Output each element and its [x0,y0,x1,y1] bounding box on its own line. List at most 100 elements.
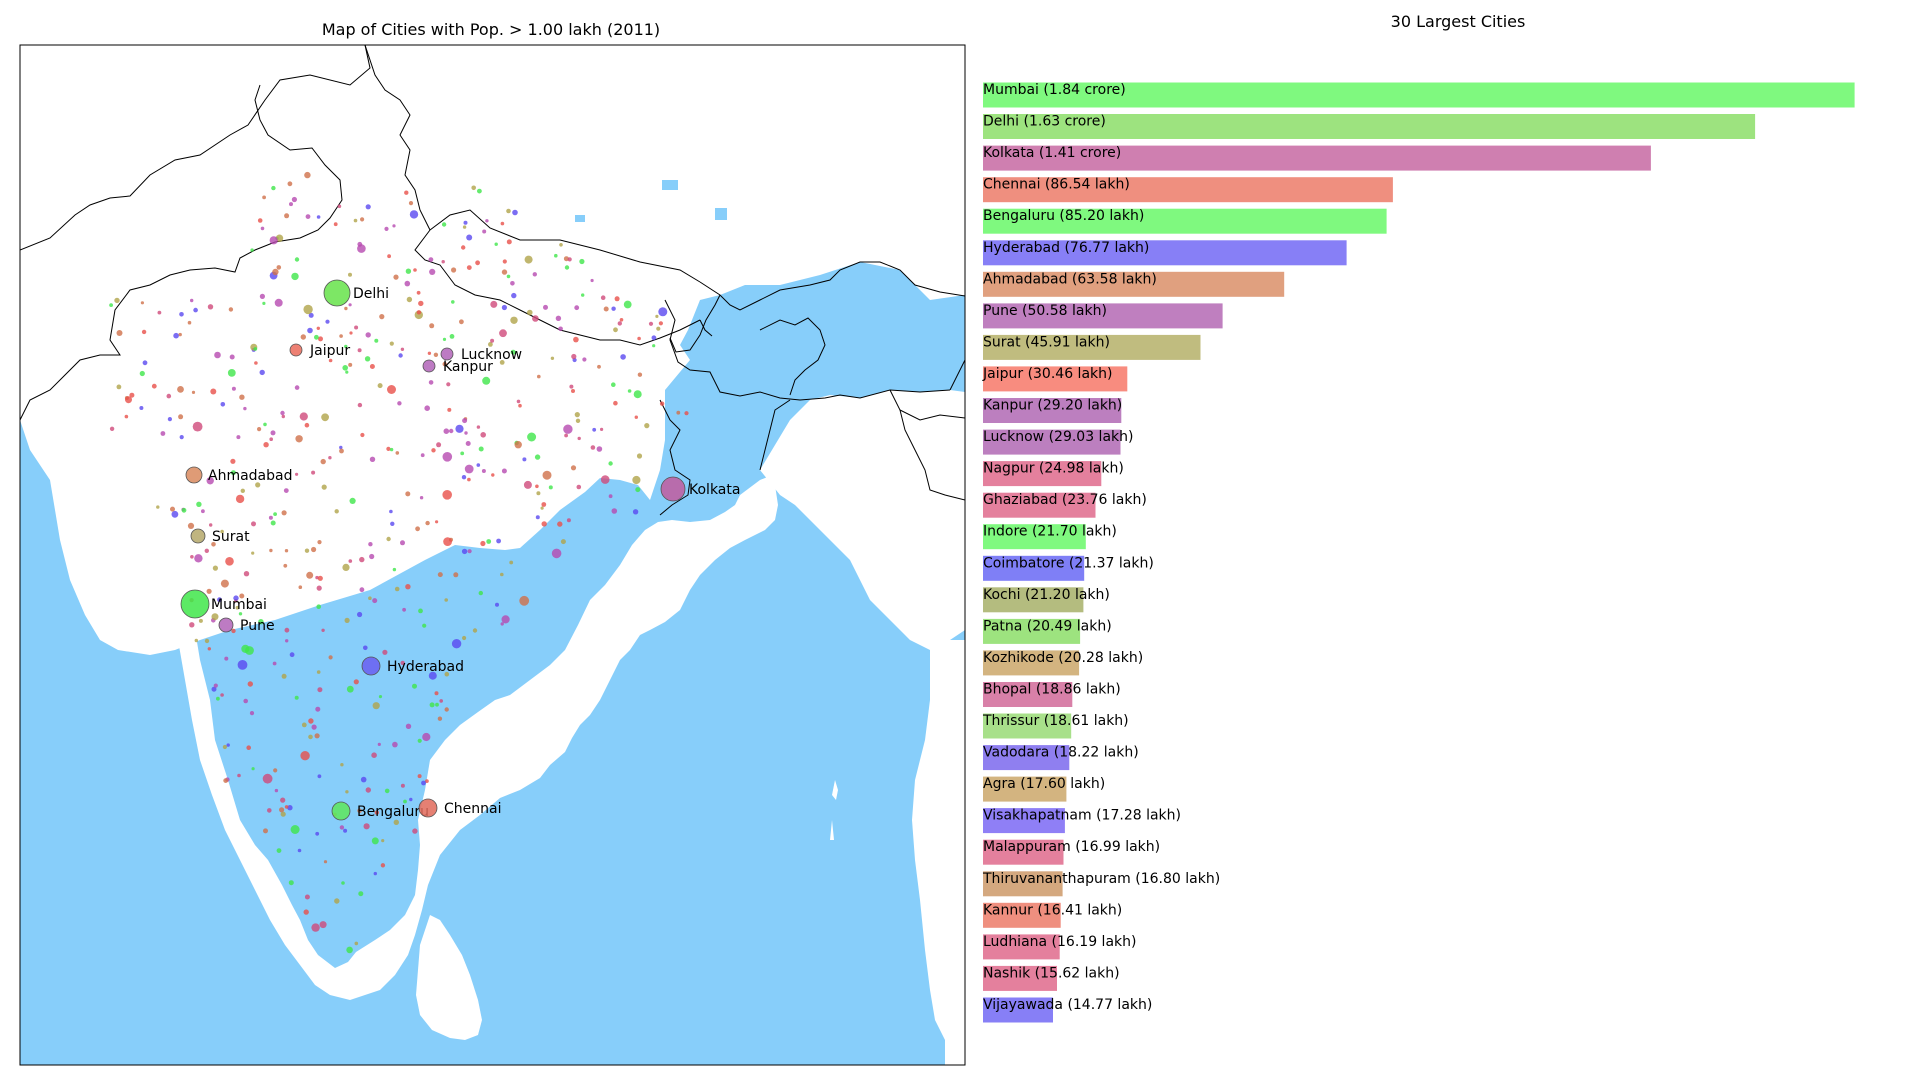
city-dot [272,268,279,276]
city-dot [300,751,310,761]
city-dot [459,319,464,325]
city-dot [564,433,568,438]
city-dot [442,361,447,367]
city-dot [315,706,321,712]
city-dot [582,357,587,362]
bar-label: Nagpur (24.98 lakh) [983,461,1124,477]
bar [983,334,1201,360]
city-dot [372,598,378,604]
city-dot [478,446,484,452]
city-dot [449,428,454,434]
city-dot [536,491,541,496]
city-dot [289,202,293,207]
bar-label: Kannur (16.41 lakh) [983,902,1122,918]
city-dot [325,319,330,324]
city-dot [451,300,455,304]
bar [983,271,1285,297]
city-dot [371,752,377,758]
city-dot [617,321,622,326]
city-dot [548,485,553,490]
city-dot [345,790,349,794]
city-dot [363,645,368,651]
city-dot [658,321,664,326]
city-dot [280,797,286,803]
city-dot [348,303,352,307]
city-dot [279,807,285,813]
city-dot [611,382,616,388]
city-dot [563,424,573,434]
city-dot [139,406,144,410]
city-dot [259,293,265,299]
city-dot [400,347,405,351]
bar-label: Jaipur (30.46 lakh) [982,366,1112,382]
city-dot [222,744,227,750]
city-dot [140,301,144,305]
city-dot [360,776,367,783]
bar [983,871,1063,897]
city-dot [212,565,218,571]
city-dot [243,406,247,411]
bar [983,713,1072,739]
city-dot [389,341,394,346]
city-dot [191,390,196,394]
city-dot [619,318,624,322]
bar-label: Surat (45.91 lakh) [983,334,1110,350]
city-dot [225,557,234,566]
city-dot [676,410,681,415]
city-dot [409,210,419,219]
bar-label: Vadodara (18.22 lakh) [983,745,1139,761]
city-dot [354,941,359,946]
bar [983,208,1387,234]
city-dot [436,442,442,448]
city-dot [542,470,552,480]
city-dot [311,470,316,475]
city-dot [428,257,434,262]
city-dot [114,297,120,304]
city-dot [299,412,308,421]
city-dot [280,811,286,817]
city-dot [354,325,359,330]
city-dot [320,458,326,465]
city-dot [290,825,300,834]
city-dot [408,201,414,206]
city-dot [371,837,379,845]
city-dot [477,188,482,194]
city-dot [284,805,289,809]
city-dot [181,507,187,513]
city-dot [372,702,380,710]
city-dot [592,427,597,432]
city-dot [475,260,480,266]
city-dot [392,567,397,572]
city-dot [342,365,349,371]
city-dot [283,488,289,493]
city-dot [211,613,219,621]
city-dot [511,292,517,299]
city-dot [419,496,424,500]
city-dot [216,696,220,701]
city-dot [576,484,582,490]
city-dot [281,673,287,679]
city-dot [321,484,327,490]
city-dot [427,351,432,355]
city-dot [392,741,398,748]
city-dot [369,553,375,560]
city-dot [109,426,115,431]
city-dot [340,763,344,767]
city-dot [560,539,566,545]
city-dot [574,305,580,311]
city-dot [422,732,431,742]
city-dot [422,623,427,628]
bar-label: Lucknow (29.03 lakh) [983,429,1133,445]
city-dot [328,456,332,460]
city-dot [358,891,364,897]
city-dot [369,364,375,369]
city-dot [400,540,405,546]
city-dot [441,260,445,264]
city-dot [495,602,499,607]
city-dot [608,461,613,466]
city-dot [220,579,229,588]
city-dot [659,401,665,406]
city-dot [416,310,422,315]
city-dot [339,334,343,338]
